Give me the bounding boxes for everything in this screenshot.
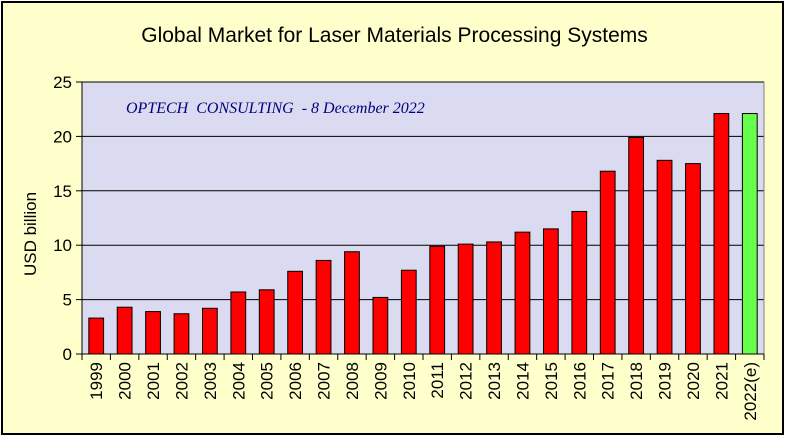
bar	[656, 159, 673, 355]
plot-background	[82, 82, 764, 354]
x-tick-label: 2003	[201, 362, 220, 400]
x-tick-label: 2021	[712, 362, 731, 400]
bar	[400, 269, 417, 355]
source-annotation: OPTECH CONSULTING - 8 December 2022	[126, 100, 425, 117]
bar	[713, 113, 730, 355]
x-tick-label: 2014	[513, 362, 532, 400]
x-tick-label: 2013	[485, 362, 504, 400]
x-tick-label: 2008	[343, 362, 362, 400]
x-tick-label: 2006	[286, 362, 305, 400]
bar	[173, 313, 190, 355]
bar	[344, 251, 360, 355]
bar	[514, 231, 531, 355]
x-tick-label: 2011	[428, 362, 447, 399]
x-tick-label: 2001	[144, 362, 163, 400]
x-tick-label: 2022(e)	[741, 362, 760, 421]
x-tick-label: 2012	[457, 362, 476, 400]
x-tick-label: 2019	[656, 362, 675, 400]
bar	[315, 259, 332, 355]
bar	[741, 113, 758, 355]
bar	[287, 270, 304, 355]
x-tick-label: 2017	[599, 362, 618, 400]
bar	[599, 170, 616, 355]
bar	[116, 306, 133, 355]
bar	[230, 291, 247, 355]
x-tick-label: 2007	[315, 362, 334, 400]
y-tick-label: 15	[53, 182, 72, 201]
bar	[372, 296, 389, 355]
plot-area: 0 5 10 15 20 25 1999 2000 2001 2002 2003 2004 2005 20…	[53, 73, 765, 421]
bar	[571, 210, 588, 355]
chart-title: Global Market for Laser Materials Proces…	[141, 24, 648, 47]
y-tick-label: 25	[53, 73, 72, 92]
x-tick-label: 1999	[87, 362, 106, 400]
x-tick-label: 2016	[570, 362, 589, 400]
bar	[258, 289, 275, 355]
x-tick-label: 2004	[229, 362, 248, 400]
x-tick-label: 2000	[116, 362, 135, 400]
y-tick-label: 5	[63, 291, 72, 310]
x-tick-label: 2010	[400, 362, 419, 400]
bar	[486, 241, 502, 355]
x-tick-label: 2018	[627, 362, 646, 400]
x-tick-label: 2020	[684, 362, 703, 400]
x-tick-label: 2002	[172, 362, 191, 400]
bar	[542, 228, 559, 355]
bar	[429, 245, 446, 355]
y-tick-label: 0	[63, 345, 72, 364]
bar	[685, 163, 701, 355]
bar	[201, 307, 218, 355]
x-tick-label: 2005	[258, 362, 277, 400]
bar	[628, 136, 645, 355]
bar	[145, 311, 161, 355]
y-tick-label: 10	[53, 236, 72, 255]
x-tick-label: 2015	[542, 362, 561, 400]
bar	[457, 243, 474, 355]
y-axis-label: USD billion	[21, 192, 40, 276]
bar	[88, 317, 105, 355]
x-tick-label: 2009	[371, 362, 390, 400]
y-tick-label: 20	[53, 127, 72, 146]
